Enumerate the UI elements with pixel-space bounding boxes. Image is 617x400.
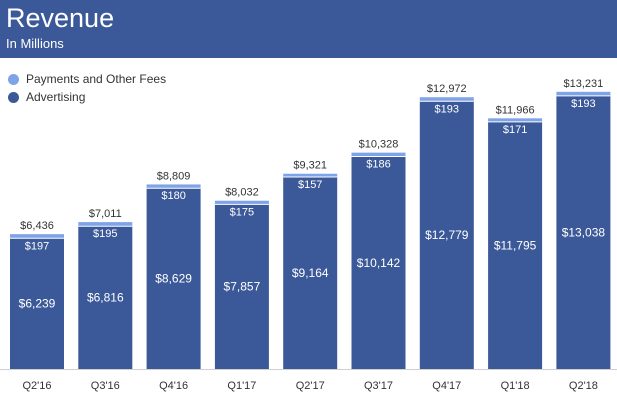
payments-label-5: $186 <box>366 159 390 171</box>
total-label-4: $9,321 <box>293 160 327 172</box>
chart-title: Revenue <box>6 3 115 33</box>
total-label-0: $6,436 <box>20 220 54 232</box>
bar-advertising-8 <box>556 95 611 370</box>
bar-advertising-4 <box>283 177 338 369</box>
bar-payments-1 <box>78 222 133 227</box>
legend-item-payments: Payments and Other Fees <box>8 70 166 88</box>
bar-advertising-3 <box>214 204 269 369</box>
bar-advertising-7 <box>488 121 543 370</box>
advertising-label-8: $13,038 <box>562 225 606 239</box>
x-tick-label-7: Q1'18 <box>501 380 530 392</box>
payments-label-2: $180 <box>161 190 185 202</box>
x-tick-label-4: Q2'17 <box>296 380 325 392</box>
bar-payments-6 <box>419 97 474 102</box>
legend-swatch-payments <box>8 73 19 85</box>
total-label-8: $13,231 <box>564 78 604 90</box>
payments-label-7: $171 <box>503 124 527 136</box>
bar-payments-3 <box>214 200 269 205</box>
bar-advertising-0 <box>10 238 64 369</box>
x-tick-label-3: Q1'17 <box>227 380 256 392</box>
total-label-3: $8,032 <box>225 187 259 199</box>
total-label-7: $11,966 <box>496 104 535 116</box>
x-tick-label-0: Q2'16 <box>22 380 51 392</box>
advertising-label-1: $6,816 <box>87 291 124 305</box>
chart-header: Revenue In Millions <box>0 0 617 58</box>
advertising-label-6: $12,779 <box>425 228 469 242</box>
bar-payments-5 <box>351 152 406 157</box>
x-tick-label-8: Q2'18 <box>569 380 598 392</box>
legend-label-payments: Payments and Other Fees <box>26 72 167 86</box>
bar-advertising-2 <box>146 188 201 369</box>
bar-payments-8 <box>556 91 611 96</box>
payments-label-3: $175 <box>230 206 254 218</box>
x-tick-label-1: Q3'16 <box>91 380 120 392</box>
advertising-label-3: $7,857 <box>224 280 261 294</box>
legend-item-advertising: Advertising <box>8 88 166 106</box>
legend-swatch-advertising <box>8 91 19 103</box>
total-label-6: $12,972 <box>427 83 467 95</box>
chart-subtitle: In Millions <box>6 36 64 51</box>
legend-label-advertising: Advertising <box>26 90 86 104</box>
payments-label-6: $193 <box>435 103 459 115</box>
payments-label-0: $197 <box>25 240 49 252</box>
payments-label-1: $195 <box>93 228 117 240</box>
x-tick-label-5: Q3'17 <box>364 380 393 392</box>
payments-label-4: $157 <box>298 179 322 191</box>
payments-label-8: $193 <box>571 98 595 110</box>
advertising-label-5: $10,142 <box>357 256 401 270</box>
bar-advertising-1 <box>78 226 133 369</box>
total-label-5: $10,328 <box>359 139 399 151</box>
total-label-2: $8,809 <box>157 170 191 182</box>
advertising-label-4: $9,164 <box>292 266 329 280</box>
bar-payments-4 <box>283 173 338 178</box>
x-tick-label-2: Q4'16 <box>159 380 188 392</box>
bar-payments-0 <box>10 234 64 239</box>
bar-payments-7 <box>488 118 543 122</box>
chart-legend: Payments and Other Fees Advertising <box>8 70 166 106</box>
bar-advertising-5 <box>351 156 406 369</box>
x-tick-label-6: Q4'17 <box>432 380 461 392</box>
bar-payments-2 <box>146 184 201 189</box>
bar-advertising-6 <box>419 101 474 369</box>
advertising-label-0: $6,239 <box>19 297 56 311</box>
advertising-label-2: $8,629 <box>155 272 192 286</box>
total-label-1: $7,011 <box>89 208 122 220</box>
advertising-label-7: $11,795 <box>494 238 537 252</box>
